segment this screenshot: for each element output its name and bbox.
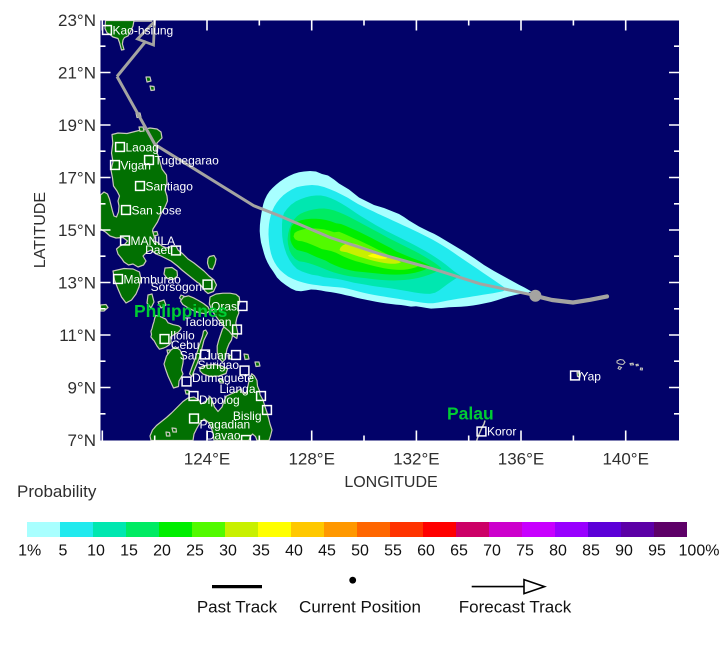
svg-text:San Jose: San Jose [132,203,182,217]
svg-text:LATITUDE: LATITUDE [32,192,49,268]
svg-text:40: 40 [285,543,303,560]
svg-text:124°E: 124°E [184,450,231,469]
svg-text:LONGITUDE: LONGITUDE [344,474,437,491]
svg-text:140°E: 140°E [602,450,649,469]
svg-text:Past Track: Past Track [197,598,278,617]
svg-text:Davao: Davao [206,428,241,442]
svg-text:23°N: 23°N [58,11,96,30]
svg-text:Daet: Daet [145,243,171,257]
svg-text:5: 5 [59,543,68,560]
svg-text:55: 55 [384,543,402,560]
svg-text:11°N: 11°N [59,326,96,345]
svg-text:Oras: Oras [211,299,237,313]
svg-text:Bislig: Bislig [233,409,262,423]
svg-text:Yap: Yap [581,369,602,383]
svg-text:Tacloban: Tacloban [183,315,231,329]
svg-text:95: 95 [648,543,666,560]
svg-text:Iloilo: Iloilo [170,328,195,342]
svg-text:Mamburao: Mamburao [124,272,182,286]
svg-text:Laoag: Laoag [126,140,159,154]
svg-text:Cebu: Cebu [171,338,200,352]
svg-text:65: 65 [450,543,468,560]
svg-text:Current Position: Current Position [299,598,421,617]
svg-text:Surigao: Surigao [198,358,240,372]
svg-text:21°N: 21°N [58,64,96,83]
svg-text:90: 90 [615,543,633,560]
svg-text:136°E: 136°E [498,450,545,469]
svg-text:60: 60 [417,543,435,560]
svg-text:Palau: Palau [447,404,494,424]
svg-text:13°N: 13°N [58,274,96,293]
svg-text:100%: 100% [679,543,720,560]
svg-text:128°E: 128°E [288,450,335,469]
svg-text:70: 70 [483,543,501,560]
svg-text:Pagadian: Pagadian [200,417,251,431]
svg-text:25: 25 [186,543,204,560]
svg-text:85: 85 [582,543,600,560]
svg-text:Kao-hsiung: Kao-hsiung [113,23,174,37]
svg-text:9°N: 9°N [67,379,96,398]
svg-text:10: 10 [87,543,105,560]
svg-text:45: 45 [318,543,336,560]
svg-text:19°N: 19°N [58,116,96,135]
svg-text:Sorsogon: Sorsogon [151,280,202,294]
svg-text:17°N: 17°N [58,169,96,188]
svg-text:15°N: 15°N [58,221,96,240]
svg-text:1%: 1% [18,543,41,560]
svg-text:7°N: 7°N [67,431,96,450]
svg-text:80: 80 [549,543,567,560]
svg-text:Koror: Koror [487,424,516,438]
svg-text:Probability: Probability [17,482,97,501]
svg-text:Santiago: Santiago [146,179,194,193]
svg-text:Lianga: Lianga [219,382,255,396]
svg-text:San Juan: San Juan [180,348,231,362]
svg-text:Philippines: Philippines [134,301,228,321]
svg-text:MANILA: MANILA [131,234,176,248]
svg-text:132°E: 132°E [393,450,440,469]
svg-text:20: 20 [153,543,171,560]
svg-text:Dipolog: Dipolog [199,393,240,407]
svg-text:Forecast Track: Forecast Track [459,598,572,617]
svg-text:Dumaguete: Dumaguete [192,371,254,385]
svg-text:Tuguegarao: Tuguegarao [155,153,220,167]
svg-text:75: 75 [516,543,534,560]
svg-text:35: 35 [252,543,270,560]
svg-text:50: 50 [351,543,369,560]
svg-text:15: 15 [120,543,138,560]
svg-text:30: 30 [219,543,237,560]
svg-text:Vigan: Vigan [121,158,151,172]
